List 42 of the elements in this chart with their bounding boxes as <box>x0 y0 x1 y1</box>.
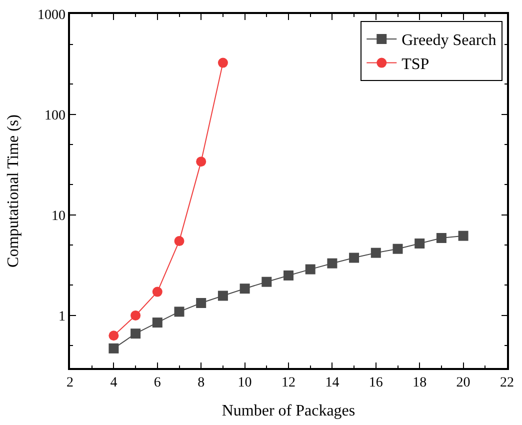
point <box>196 156 206 167</box>
point <box>305 264 316 274</box>
point <box>196 298 206 308</box>
point <box>218 290 228 301</box>
x-tick-label: 10 <box>238 376 252 391</box>
x-tick-label: 4 <box>110 376 118 391</box>
point <box>284 270 294 280</box>
x-tick-label: 20 <box>456 376 470 391</box>
point <box>130 328 141 339</box>
x-tick-label: 16 <box>368 376 383 391</box>
point <box>174 306 184 317</box>
x-tick-label: 2 <box>66 376 74 391</box>
point <box>152 286 162 297</box>
point <box>349 252 360 263</box>
x-tick-label: 8 <box>198 376 205 391</box>
point <box>458 230 468 241</box>
x-tick-label: 12 <box>282 376 296 391</box>
y-tick-label: 10 <box>51 208 66 224</box>
point <box>240 284 250 294</box>
y-axis-title: Computational Time (s) <box>4 114 22 268</box>
point <box>327 258 338 268</box>
x-tick-label: 6 <box>154 376 161 391</box>
legend-label: TSP <box>402 56 430 74</box>
point <box>218 58 228 68</box>
point <box>392 244 403 254</box>
y-tick-label: 1000 <box>37 8 66 23</box>
point <box>130 310 141 320</box>
point <box>262 276 272 287</box>
x-tick-label: 18 <box>412 376 427 391</box>
point <box>436 233 446 243</box>
x-axis-title: Number of Packages <box>222 402 356 420</box>
point <box>370 248 381 258</box>
point <box>414 238 425 249</box>
point <box>152 318 162 328</box>
legend-label: Greedy Search <box>402 32 496 50</box>
y-tick-label: 1 <box>58 309 66 324</box>
point <box>108 343 119 354</box>
x-tick-label: 14 <box>325 376 340 391</box>
point <box>174 236 184 246</box>
y-tick-label: 100 <box>44 108 66 124</box>
x-tick-label: 22 <box>500 376 514 391</box>
point <box>108 330 119 341</box>
